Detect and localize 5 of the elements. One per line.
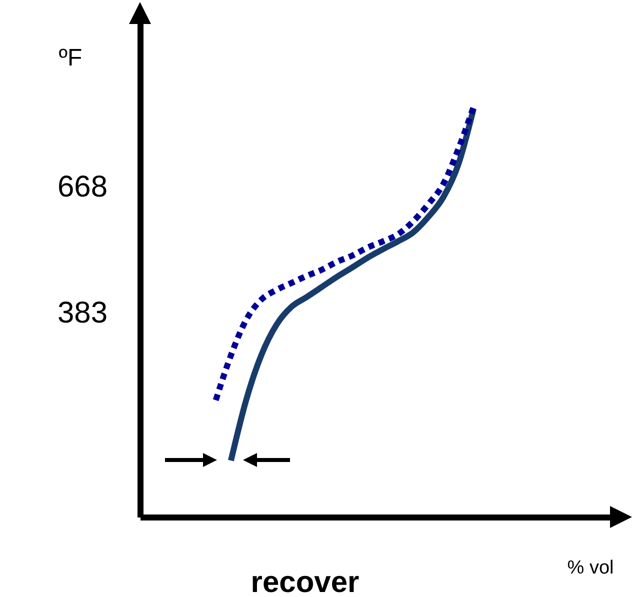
y-tick-label: 668 [57, 170, 108, 204]
x-axis-title: % vol [567, 558, 614, 578]
text: recover [250, 566, 360, 597]
y-axis-title: ºF [58, 44, 82, 72]
y-tick-label: 383 [57, 296, 108, 330]
